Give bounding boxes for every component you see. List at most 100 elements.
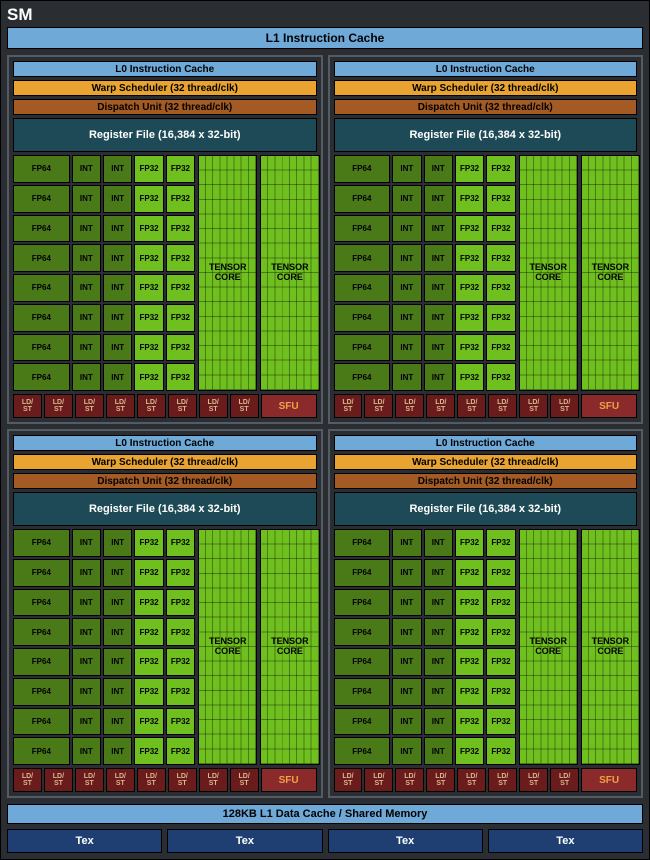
ldst-unit: LD/ST [364,394,393,418]
fp32-core: FP32 [134,155,163,183]
int-core: INT [103,363,132,391]
fp64-core: FP64 [13,244,70,272]
int-core: INT [72,529,101,557]
fp64-core: FP64 [13,363,70,391]
fp64-core: FP64 [13,529,70,557]
int-core: INT [103,155,132,183]
fp32-core: FP32 [455,589,484,617]
dispatch-unit: Dispatch Unit (32 thread/clk) [13,99,317,115]
int-core: INT [424,155,453,183]
core-row: FP64INTINTFP32FP32 [13,215,195,243]
fp32-core: FP32 [455,155,484,183]
ldst-row: LD/STLD/STLD/STLD/STLD/STLD/STLD/STLD/ST… [13,768,317,792]
core-row: FP64INTINTFP32FP32 [334,589,516,617]
tensor-core: TENSORCORE [519,155,578,391]
int-core: INT [103,334,132,362]
tensor-cores: TENSORCORETENSORCORE [519,529,640,765]
sm-quadrant: L0 Instruction CacheWarp Scheduler (32 t… [7,55,323,424]
fp32-core: FP32 [134,678,163,706]
ldst-row: LD/STLD/STLD/STLD/STLD/STLD/STLD/STLD/ST… [13,394,317,418]
int-core: INT [103,529,132,557]
l1-instruction-cache: L1 Instruction Cache [7,27,643,49]
core-row: FP64INTINTFP32FP32 [13,185,195,213]
core-row: FP64INTINTFP32FP32 [13,708,195,736]
int-core: INT [72,737,101,765]
int-core: INT [392,737,421,765]
fp32-core: FP32 [166,244,195,272]
fp32-core: FP32 [166,708,195,736]
fp32-core: FP32 [455,334,484,362]
tensor-core: TENSORCORE [581,529,640,765]
ldst-unit: LD/ST [457,768,486,792]
fp32-core: FP32 [486,215,515,243]
cores-column: FP64INTINTFP32FP32FP64INTINTFP32FP32FP64… [334,155,516,391]
warp-scheduler: Warp Scheduler (32 thread/clk) [13,80,317,96]
fp32-core: FP32 [486,155,515,183]
core-row: FP64INTINTFP32FP32 [334,708,516,736]
core-row: FP64INTINTFP32FP32 [334,618,516,646]
fp32-core: FP32 [486,274,515,302]
fp32-core: FP32 [455,648,484,676]
fp32-core: FP32 [166,274,195,302]
fp32-core: FP32 [166,678,195,706]
fp32-core: FP32 [134,185,163,213]
int-core: INT [424,334,453,362]
fp32-core: FP32 [166,737,195,765]
fp32-core: FP32 [486,334,515,362]
tex-unit: Tex [488,829,643,853]
tex-unit: Tex [167,829,322,853]
ldst-unit: LD/ST [395,394,424,418]
ldst-unit: LD/ST [457,394,486,418]
int-core: INT [424,737,453,765]
sm-block: SM L1 Instruction Cache L0 Instruction C… [0,0,650,860]
core-row: FP64INTINTFP32FP32 [334,304,516,332]
int-core: INT [424,304,453,332]
fp32-core: FP32 [166,559,195,587]
fp64-core: FP64 [13,304,70,332]
fp32-core: FP32 [166,589,195,617]
int-core: INT [72,334,101,362]
fp32-core: FP32 [134,618,163,646]
fp32-core: FP32 [486,648,515,676]
l1-data-cache: 128KB L1 Data Cache / Shared Memory [7,804,643,824]
fp32-core: FP32 [486,244,515,272]
sfu-unit: SFU [581,394,637,418]
fp32-core: FP32 [134,708,163,736]
tex-unit: Tex [328,829,483,853]
ldst-unit: LD/ST [137,768,166,792]
fp64-core: FP64 [13,215,70,243]
fp64-core: FP64 [334,529,391,557]
core-area: FP64INTINTFP32FP32FP64INTINTFP32FP32FP64… [334,155,638,391]
tensor-core: TENSORCORE [198,529,257,765]
fp32-core: FP32 [166,618,195,646]
fp64-core: FP64 [13,155,70,183]
dispatch-unit: Dispatch Unit (32 thread/clk) [13,473,317,489]
fp64-core: FP64 [334,185,391,213]
fp32-core: FP32 [486,363,515,391]
int-core: INT [103,618,132,646]
core-row: FP64INTINTFP32FP32 [13,737,195,765]
cores-column: FP64INTINTFP32FP32FP64INTINTFP32FP32FP64… [13,529,195,765]
ldst-unit: LD/ST [230,768,259,792]
core-row: FP64INTINTFP32FP32 [13,678,195,706]
fp32-core: FP32 [166,334,195,362]
int-core: INT [424,215,453,243]
ldst-unit: LD/ST [13,394,42,418]
fp32-core: FP32 [134,559,163,587]
core-row: FP64INTINTFP32FP32 [13,363,195,391]
int-core: INT [424,363,453,391]
ldst-unit: LD/ST [488,394,517,418]
int-core: INT [392,589,421,617]
sm-quadrant: L0 Instruction CacheWarp Scheduler (32 t… [7,429,323,798]
fp64-core: FP64 [334,363,391,391]
core-row: FP64INTINTFP32FP32 [334,737,516,765]
fp32-core: FP32 [455,708,484,736]
fp32-core: FP32 [166,529,195,557]
tensor-cores: TENSORCORETENSORCORE [198,529,319,765]
int-core: INT [392,529,421,557]
ldst-unit: LD/ST [44,394,73,418]
fp32-core: FP32 [134,529,163,557]
ldst-unit: LD/ST [168,394,197,418]
core-row: FP64INTINTFP32FP32 [334,215,516,243]
int-core: INT [392,244,421,272]
